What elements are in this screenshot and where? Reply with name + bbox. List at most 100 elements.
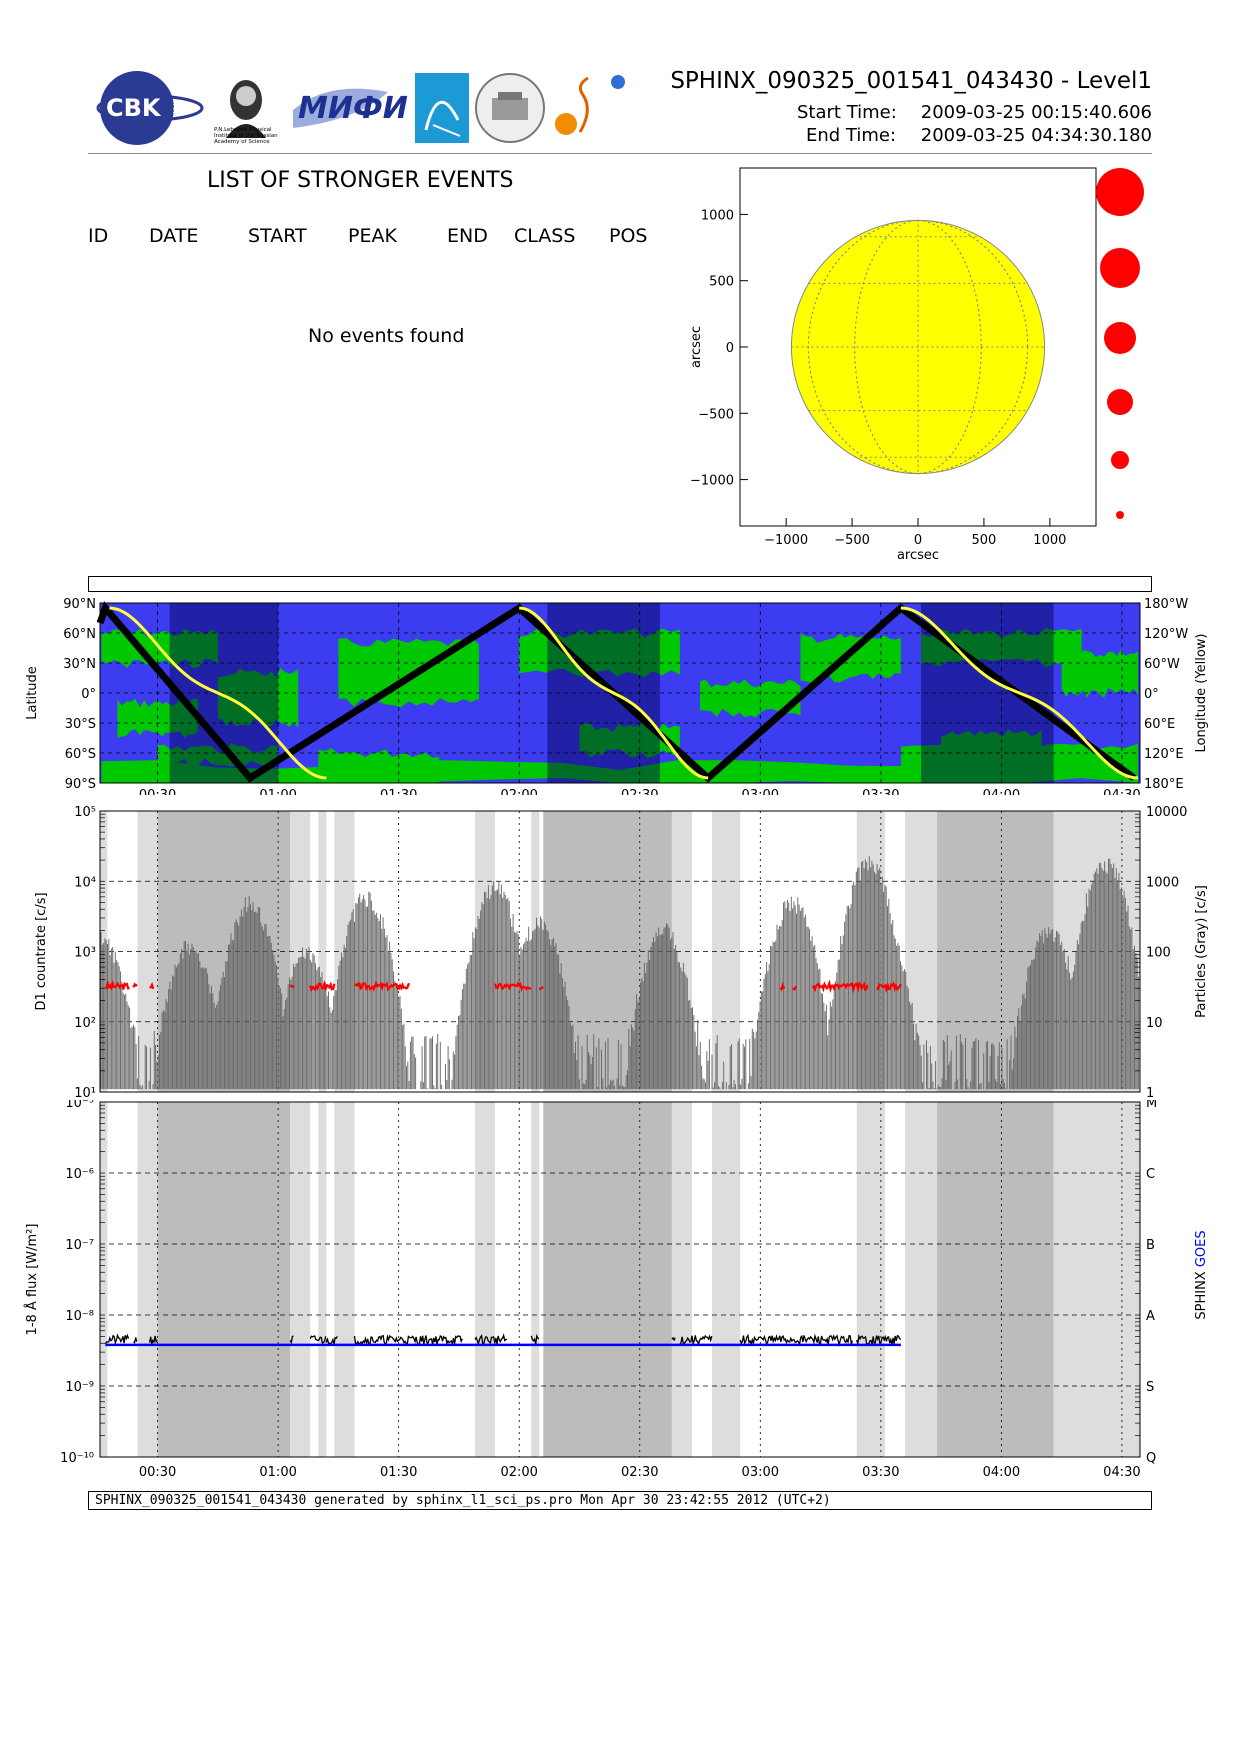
logo-strip: CBK PAN P.N.Lebedev Physical Institute o… [96,71,625,145]
count-ytick-label: 10⁵ [74,805,96,820]
orbit-ylabel-left: Latitude [25,666,40,720]
saa-band [543,1102,672,1457]
orbit-time-label: 01:30 [380,788,417,795]
d1-countrate-trace [309,979,336,993]
sphinx-flux-trace [148,1335,158,1345]
flux-ytick-label: 10⁻⁷ [65,1238,94,1253]
disk-ytick-label: −500 [698,407,734,422]
flux-time-label: 02:00 [500,1465,537,1480]
saa-band [137,1102,150,1457]
report-title: SPHINX_090325_001541_043430 - Level1 [670,68,1152,94]
goes-legend-label: GOES [1194,1230,1209,1267]
cbk-logo-text: CBK [106,94,162,122]
plot-frame [99,1101,1141,1458]
sun-logo [555,75,625,135]
saa-band [531,1102,540,1457]
orbit-frame [99,602,1141,784]
flux-time-label: 03:00 [742,1465,779,1480]
saa-band [671,1102,692,1457]
end-time-label: End Time: [806,125,897,146]
observatory-logo [475,73,545,143]
solar-disk-chart: −1000 −1000 −500 −500 0 0 500 500 1000 1000 arcsec… [689,167,1144,560]
col-date: DATE [149,225,199,247]
header-divider [88,153,1152,154]
saa-band [904,1102,938,1457]
particles-ytick-label: 1 [1146,1086,1154,1101]
flux-time-label: 00:30 [139,1465,176,1480]
sphinx-flux-trace [104,1333,130,1346]
particles-ytick-label: 10000 [1146,805,1187,820]
orbit-time-label: 02:00 [500,788,537,795]
svg-text:Academy of Science: Academy of Science [214,139,270,145]
orbit-time-label: 02:30 [621,788,658,795]
legend-marker-q1 [1116,511,1124,519]
d1-countrate-trace [876,980,902,993]
d1-countrate-trace [353,980,410,992]
sphinx-flux-trace [856,1333,902,1346]
flux-time-label: 03:30 [862,1465,899,1480]
legend-marker-b1 [1104,322,1136,354]
disk-ytick-label: 500 [709,275,734,290]
lat-tick-label: 90°N [63,597,96,612]
flux-time-label: 01:00 [259,1465,296,1480]
countrate-chart: 10¹ 1 10² 10 10³ 100 10⁴ 1000 10⁵ 10000 D1 countra… [34,805,1209,1101]
count-ytick-label: 10⁴ [74,875,96,890]
particles-ytick-label: 100 [1146,946,1171,961]
flux-ytick-label: 10⁻⁶ [65,1167,94,1182]
flux-ytick-label: 10⁻⁵ [65,1100,94,1111]
start-time-label: Start Time: [797,102,897,123]
flux-ytick-label: 10⁻⁸ [65,1309,94,1324]
lon-tick-label: 0° [1144,687,1159,702]
disk-ytick-label: 1000 [701,208,734,223]
orbit-chart: 90°N 180°W 60°N 120°W 30°N 60°W 0° 0° 30°S 60°E 60… [25,597,1209,795]
d1-countrate-trace [104,980,130,991]
disk-ytick-label: −1000 [690,474,734,489]
d1-countrate-trace [494,981,532,993]
lon-tick-label: 180°E [1144,777,1184,792]
particles-ytick-label: 10 [1146,1016,1163,1031]
goes-class-label: B [1146,1238,1155,1253]
lat-tick-label: 30°N [63,657,96,672]
count-ytick-label: 10² [74,1016,96,1031]
saa-band [1053,1102,1140,1457]
col-id: ID [88,225,109,247]
saa-band [149,811,158,1092]
footer-caption: SPHINX_090325_001541_043430 generated by… [88,1491,1152,1510]
orbit-time-label: 04:00 [983,788,1020,795]
saa-band [856,1102,885,1457]
saa-band [334,1102,355,1457]
flux-ylabel: 1-8 Å flux [W/m²] [24,1224,40,1336]
sphinx-flux-trace [133,1337,138,1345]
col-pos: POS [609,225,648,247]
flux-ytick-label: 10⁻¹⁰ [60,1451,94,1466]
land-mass [1061,648,1138,698]
lon-tick-label: 120°E [1144,747,1184,762]
flux-time-label: 04:30 [1103,1465,1140,1480]
spectrometer-logo [415,73,469,143]
saa-band [157,1102,291,1457]
d1-countrate-trace [539,985,544,990]
mifi-logo-text: МИФИ [298,91,408,126]
orbit-time-label: 03:30 [862,788,899,795]
particles-ytick-label: 1000 [1146,875,1179,890]
goes-class-label: S [1146,1380,1154,1395]
lon-tick-label: 60°W [1144,657,1180,672]
lon-tick-label: 180°W [1144,597,1188,612]
d1-countrate-trace [289,984,295,989]
plot-frame [99,810,1141,1093]
disk-xtick-label: 0 [914,533,922,548]
saa-band [157,811,291,1092]
col-start: START [248,225,307,247]
mifi-logo: МИФИ [293,88,408,128]
lat-tick-label: 30°S [65,717,96,732]
orbit-time-label: 00:30 [139,788,176,795]
count-ytick-label: 10³ [74,946,96,961]
particles-trace [100,856,1139,1090]
land-mass [157,743,279,768]
cbk-logo: CBK PAN [96,71,204,145]
goes-class-label: M [1146,1100,1157,1111]
sphinx-flux-trace [474,1333,508,1347]
legend-marker-c1 [1100,248,1140,288]
col-peak: PEAK [348,225,397,247]
